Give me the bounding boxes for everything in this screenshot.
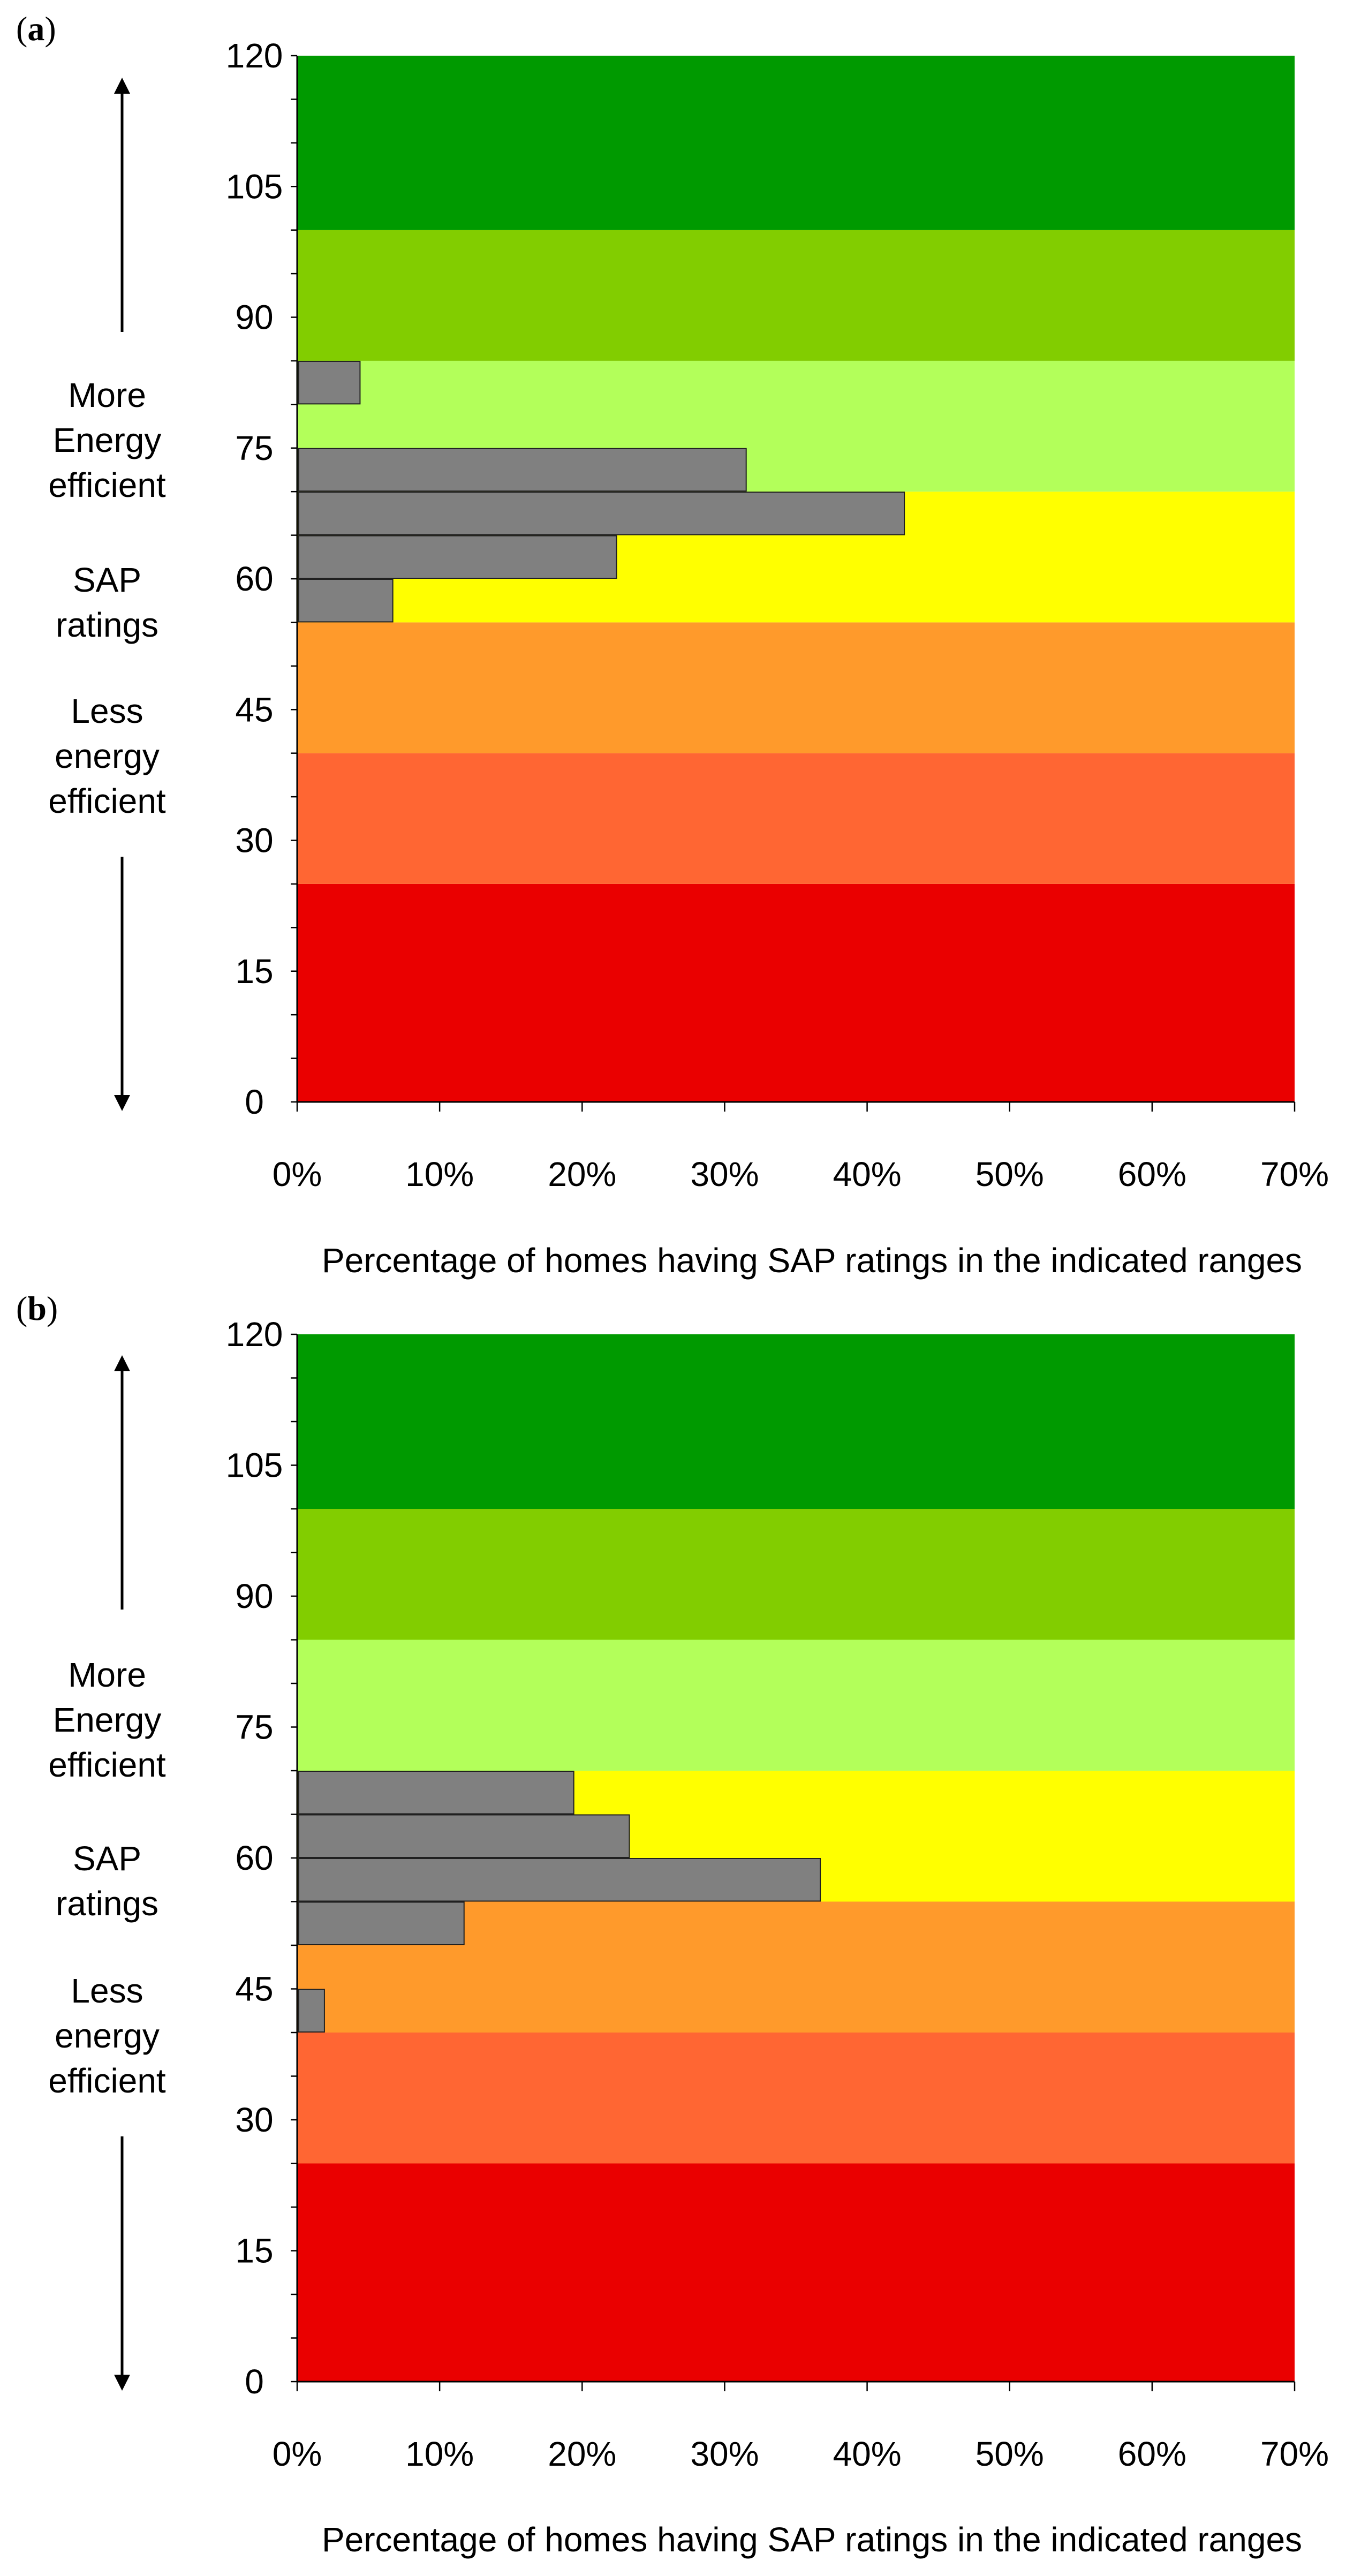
y-tick-label: 120 xyxy=(226,36,283,75)
less-efficient-label: efficient xyxy=(48,2061,166,2100)
rating-band-0-25 xyxy=(297,2163,1295,2382)
x-tick-label: 20% xyxy=(548,2435,616,2473)
y-tick-label: 90 xyxy=(235,1577,273,1615)
more-efficient-label: Energy xyxy=(53,1701,162,1739)
less-efficient-label: Less xyxy=(71,692,143,730)
more-efficient-label: More xyxy=(68,376,146,414)
bar-65-70 xyxy=(298,1771,574,1815)
rating-band-85-100 xyxy=(297,1509,1295,1640)
y-tick-label: 60 xyxy=(235,560,273,598)
bar-70-75 xyxy=(298,448,747,492)
more-efficient-label: Energy xyxy=(53,421,162,459)
x-tick-label: 0% xyxy=(273,2435,322,2473)
x-tick-label: 40% xyxy=(833,1155,902,1193)
panel-label: (b) xyxy=(16,1289,58,1327)
bar-55-60 xyxy=(298,1858,821,1902)
more-efficient-label: efficient xyxy=(48,466,166,504)
x-tick-label: 60% xyxy=(1118,2435,1186,2473)
y-tick-label: 30 xyxy=(235,2101,273,2139)
rating-band-100-120 xyxy=(297,56,1295,230)
bar-50-55 xyxy=(298,1901,465,1945)
bar-60-65 xyxy=(298,1814,630,1858)
y-tick-label: 45 xyxy=(235,1970,273,2008)
rating-band-40-55 xyxy=(297,622,1295,753)
rating-band-70-85 xyxy=(297,1640,1295,1771)
x-tick-label: 20% xyxy=(548,1155,616,1193)
x-tick-label: 30% xyxy=(690,1155,759,1193)
y-tick-label: 45 xyxy=(235,690,273,729)
x-tick-label: 10% xyxy=(405,1155,474,1193)
x-tick-label: 70% xyxy=(1260,2435,1329,2473)
y-tick-label: 120 xyxy=(226,1315,283,1354)
y-tick-label: 75 xyxy=(235,1708,273,1747)
y-tick-label: 15 xyxy=(235,952,273,991)
bar-55-60 xyxy=(298,579,394,623)
x-tick-label: 60% xyxy=(1118,1155,1186,1193)
bar-40-45 xyxy=(298,1989,325,2033)
less-efficient-label: energy xyxy=(55,737,160,775)
x-tick-label: 30% xyxy=(690,2435,759,2473)
more-efficient-label: efficient xyxy=(48,1746,166,1784)
rating-band-0-25 xyxy=(297,883,1295,1102)
rating-band-100-120 xyxy=(297,1334,1295,1509)
y-tick-label: 30 xyxy=(235,821,273,860)
x-tick-label: 50% xyxy=(976,1155,1044,1193)
bar-60-65 xyxy=(298,535,617,579)
bar-65-70 xyxy=(298,492,905,535)
y-tick-label: 90 xyxy=(235,298,273,337)
y-tick-label: 105 xyxy=(226,167,283,206)
less-efficient-label: efficient xyxy=(48,782,166,820)
y-tick-label: 15 xyxy=(235,2232,273,2270)
less-efficient-label: Less xyxy=(71,1971,143,2010)
x-tick-label: 40% xyxy=(833,2435,902,2473)
less-efficient-label: energy xyxy=(55,2016,160,2055)
x-tick-label: 0% xyxy=(273,1155,322,1193)
y-tick-label: 0 xyxy=(245,2362,264,2401)
sap-ratings-label: ratings xyxy=(56,1884,158,1923)
chart-panel-a: 0 15 30 45 60 75 90 105 120 0% 10% 20% 30% 40% 50% 60% 7… xyxy=(16,10,1329,1280)
y-tick-label: 60 xyxy=(235,1839,273,1877)
x-axis-title: Percentage of homes having SAP ratings i… xyxy=(322,1241,1302,1280)
x-tick-label: 50% xyxy=(976,2435,1044,2473)
more-efficient-label: More xyxy=(68,1656,146,1694)
rating-band-85-100 xyxy=(297,230,1295,361)
y-tick-label: 105 xyxy=(226,1446,283,1485)
sap-ratings-label: SAP xyxy=(73,561,141,599)
rating-band-25-40 xyxy=(297,753,1295,884)
rating-band-25-40 xyxy=(297,2033,1295,2164)
sap-ratings-label: SAP xyxy=(73,1839,141,1878)
sap-ratings-label: ratings xyxy=(56,606,158,644)
y-tick-label: 0 xyxy=(245,1083,264,1121)
chart-panel-b: 0 15 30 45 60 75 90 105 120 0% 10% 20% 30% 40% 50% 60% 7… xyxy=(16,1289,1329,2559)
x-tick-label: 10% xyxy=(405,2435,474,2473)
x-axis-title: Percentage of homes having SAP ratings i… xyxy=(322,2520,1302,2559)
panel-label: (a) xyxy=(16,10,56,48)
y-tick-label: 75 xyxy=(235,429,273,467)
bar-80-85 xyxy=(298,360,361,405)
x-tick-label: 70% xyxy=(1260,1155,1329,1193)
